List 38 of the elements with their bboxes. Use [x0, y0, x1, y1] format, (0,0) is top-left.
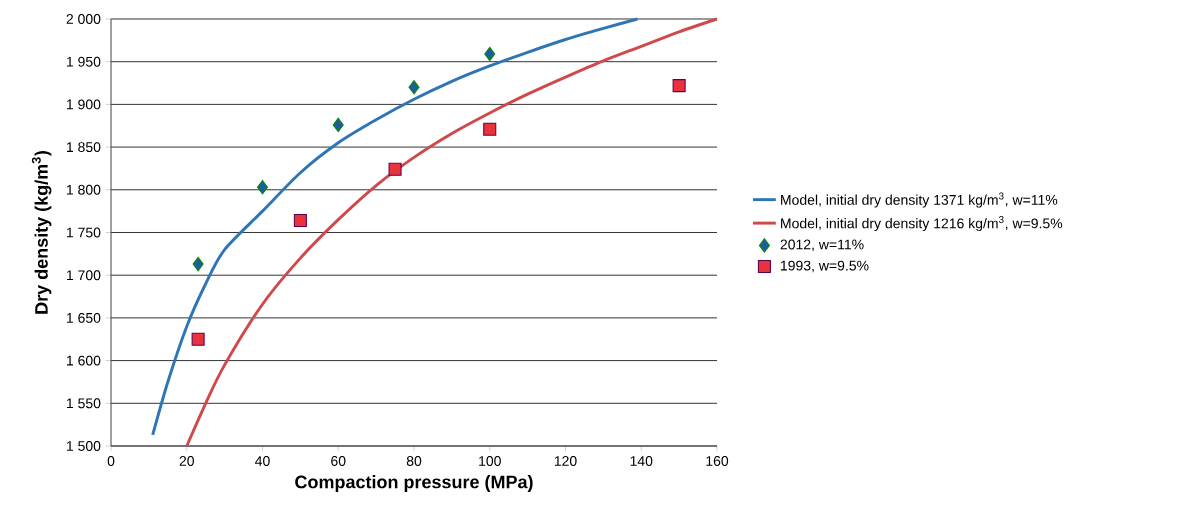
point: [484, 46, 496, 62]
point: [408, 80, 420, 95]
legend-label: Model, initial dry density 1216 kg/m$^{3}$, w=9.5%: [781, 216, 1063, 232]
x-tick-label: 20: [179, 456, 194, 466]
point: [332, 117, 344, 133]
y-tick-label: 1 950: [67, 56, 101, 67]
y-tick-label: 1 900: [67, 99, 101, 110]
point: [293, 214, 307, 228]
x-tick-label: 140: [630, 456, 653, 466]
point: [483, 122, 497, 136]
legend-label: 2012, w=11%: [780, 239, 864, 252]
y-tick-label: 1 500: [67, 441, 101, 451]
x-tick-label: 100: [479, 456, 501, 466]
x-tick-label: 60: [331, 456, 346, 466]
point: [256, 180, 269, 195]
point: [388, 162, 402, 176]
point: [672, 79, 686, 93]
legend-label: 1993, w=9.5%: [781, 260, 869, 273]
legend-label: Model, initial dry density 1371 kg/m$^{3}$, w=11%: [781, 192, 1058, 208]
y-tick-label: 1 700: [67, 270, 101, 281]
line-series: [151, 17, 639, 437]
y-tick-label: 1 600: [67, 355, 101, 366]
y-tick-label: 1 550: [67, 398, 101, 409]
x-tick-label: 80: [406, 456, 422, 466]
point: [192, 256, 204, 272]
line-series: [185, 17, 719, 448]
y-tick-label: 1 650: [67, 312, 101, 323]
x-tick-label: 40: [255, 456, 270, 466]
x-axis-title: Compaction pressure (MPa): [295, 475, 533, 492]
y-tick-label: 1 750: [67, 227, 101, 238]
y-tick-label: 1 850: [67, 142, 101, 153]
x-tick-label: 0: [107, 456, 115, 466]
x-tick-label: 160: [706, 456, 729, 466]
x-tick-label: 120: [554, 456, 577, 466]
y-tick-label: 1 800: [67, 184, 101, 195]
y-axis-title: Dry density (kg/m$^{3}$): [31, 151, 52, 314]
point: [191, 332, 205, 346]
y-tick-label: 2 000: [66, 14, 101, 24]
